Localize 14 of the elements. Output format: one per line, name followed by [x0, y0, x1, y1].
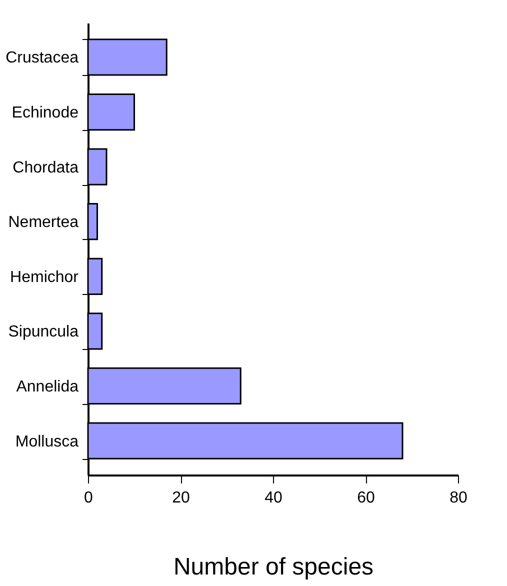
y-tick-label: Mollusca [15, 433, 79, 450]
y-tick-label: Sipuncula [8, 324, 79, 341]
x-tick-label: 80 [450, 490, 468, 506]
y-tick-label: Chordata [12, 159, 79, 176]
x-tick-label: 40 [264, 490, 282, 506]
y-tick-label: Nemertea [8, 214, 79, 232]
x-tick-label: 0 [84, 490, 94, 506]
y-tick-label: Hemichor [10, 268, 80, 286]
x-tick-label: 60 [357, 490, 375, 506]
x-axis-title: Number of species [173, 554, 374, 580]
y-tick-label: Echinode [12, 104, 79, 122]
y-tick-label: Annelida [16, 378, 79, 396]
y-tick-label: Crustacea [6, 50, 79, 67]
x-tick-label: 20 [172, 490, 190, 506]
